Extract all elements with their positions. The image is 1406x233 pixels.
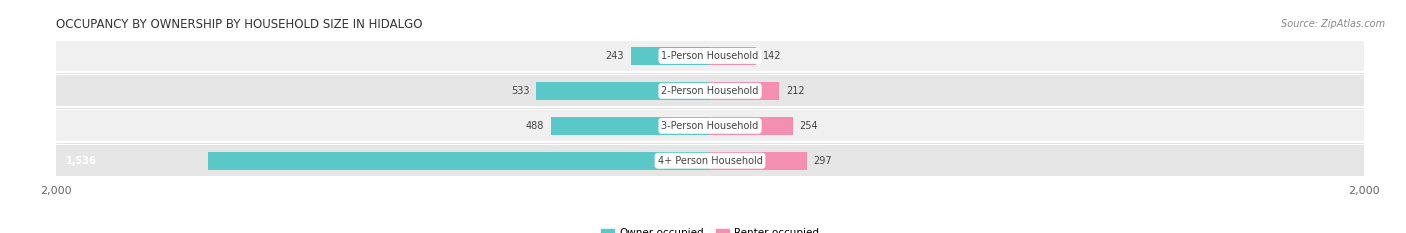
Bar xyxy=(710,117,793,135)
Text: 142: 142 xyxy=(763,51,782,61)
Text: 297: 297 xyxy=(814,156,832,166)
Bar xyxy=(56,110,1364,141)
Bar xyxy=(710,47,756,65)
Text: OCCUPANCY BY OWNERSHIP BY HOUSEHOLD SIZE IN HIDALGO: OCCUPANCY BY OWNERSHIP BY HOUSEHOLD SIZE… xyxy=(56,18,423,31)
Legend: Owner-occupied, Renter-occupied: Owner-occupied, Renter-occupied xyxy=(598,224,823,233)
Text: 533: 533 xyxy=(510,86,529,96)
Bar xyxy=(208,152,710,170)
Text: 212: 212 xyxy=(786,86,804,96)
Text: 1,536: 1,536 xyxy=(66,156,97,166)
Text: 1-Person Household: 1-Person Household xyxy=(661,51,759,61)
Bar xyxy=(710,82,779,100)
Bar xyxy=(56,145,1364,176)
Bar xyxy=(631,47,710,65)
Bar xyxy=(551,117,710,135)
Bar xyxy=(710,152,807,170)
Text: Source: ZipAtlas.com: Source: ZipAtlas.com xyxy=(1281,19,1385,29)
Text: 243: 243 xyxy=(606,51,624,61)
Bar xyxy=(536,82,710,100)
Text: 3-Person Household: 3-Person Household xyxy=(661,121,759,131)
Bar xyxy=(56,75,1364,106)
Text: 2-Person Household: 2-Person Household xyxy=(661,86,759,96)
Text: 488: 488 xyxy=(526,121,544,131)
Bar xyxy=(56,41,1364,71)
Text: 4+ Person Household: 4+ Person Household xyxy=(658,156,762,166)
Text: 254: 254 xyxy=(800,121,818,131)
